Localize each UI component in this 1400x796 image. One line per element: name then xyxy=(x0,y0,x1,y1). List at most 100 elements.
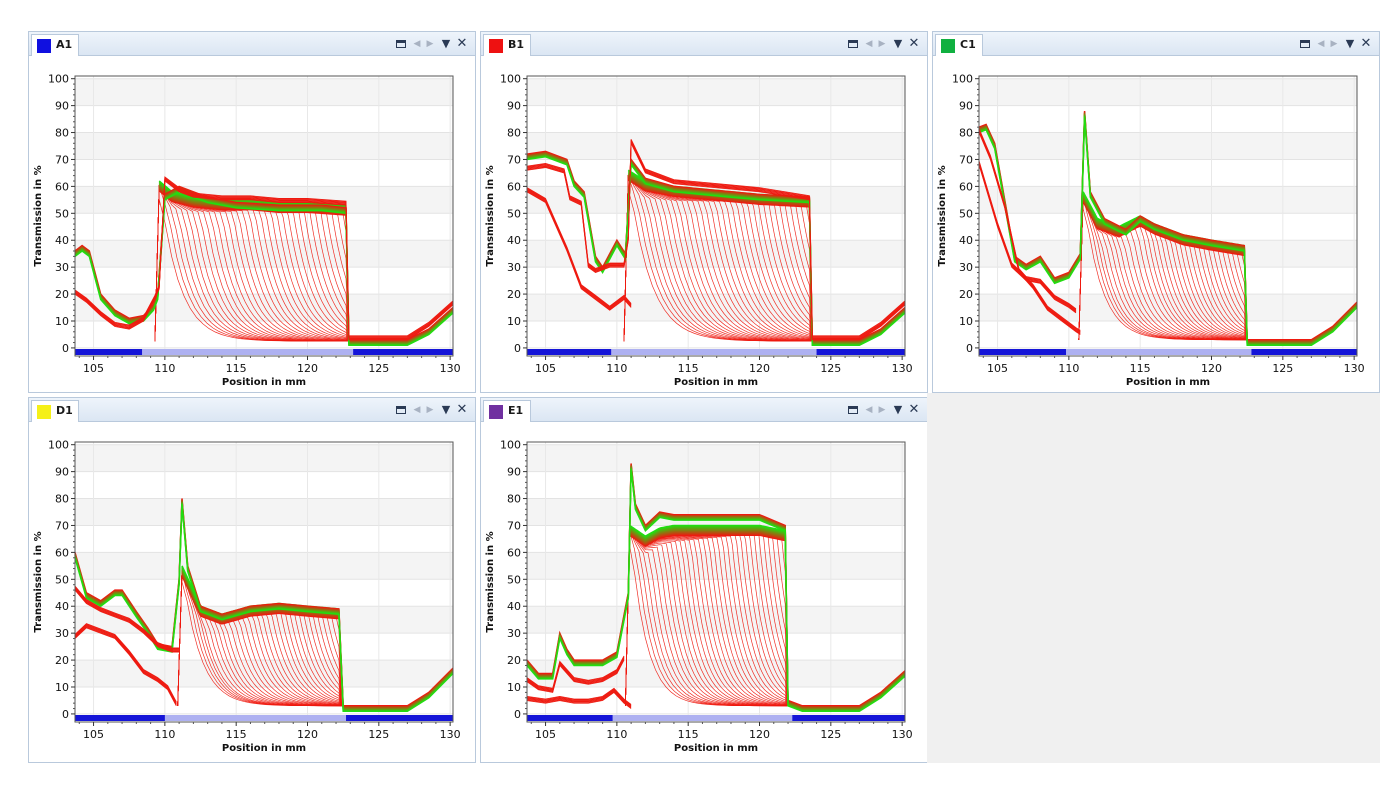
y-tick-label: 70 xyxy=(507,153,521,166)
maximize-icon[interactable] xyxy=(1299,36,1311,52)
y-tick-label: 40 xyxy=(959,234,973,247)
y-tick-label: 20 xyxy=(507,654,521,667)
y-axis-label: Transmission in % xyxy=(485,531,496,632)
x-axis-label: Position in mm xyxy=(222,743,306,754)
color-swatch xyxy=(37,39,51,53)
x-tick-label: 120 xyxy=(749,362,770,375)
y-tick-label: 20 xyxy=(55,654,69,667)
close-icon[interactable]: ✕ xyxy=(908,36,920,51)
menu-icon[interactable]: ▼ xyxy=(441,403,451,416)
grid-band xyxy=(75,444,453,472)
panel-tab-b1[interactable]: B1 xyxy=(483,34,531,56)
maximize-icon[interactable] xyxy=(847,36,859,52)
x-tick-label: 110 xyxy=(1058,362,1079,375)
series-line xyxy=(74,587,180,651)
prev-icon[interactable]: ◀ xyxy=(1317,39,1325,49)
panel-titlebar: D1 ◀ ▶ ▼ ✕ xyxy=(29,398,475,422)
prev-icon[interactable]: ◀ xyxy=(865,39,873,49)
grid-band xyxy=(527,132,905,160)
close-icon[interactable]: ✕ xyxy=(456,36,468,51)
trace-line xyxy=(629,532,786,545)
position-band-highlight xyxy=(611,349,817,355)
x-tick-label: 110 xyxy=(154,728,175,741)
series-line xyxy=(74,176,454,337)
panel-tab-c1[interactable]: C1 xyxy=(935,34,983,56)
x-tick-label: 105 xyxy=(83,362,104,375)
series-line xyxy=(74,589,180,653)
grid-band xyxy=(979,132,1357,160)
y-axis-label: Transmission in % xyxy=(33,165,44,266)
y-tick-label: 80 xyxy=(55,127,69,140)
transmission-chart-e1: 0 10 20 30 40 50 60 70 80 90 100 105 110 115 120 125 130… xyxy=(485,439,913,754)
x-tick-label: 125 xyxy=(1272,362,1293,375)
next-icon[interactable]: ▶ xyxy=(426,39,434,49)
close-icon[interactable]: ✕ xyxy=(456,402,468,417)
panel-titlebar: C1 ◀ ▶ ▼ ✕ xyxy=(933,32,1379,56)
series-line xyxy=(74,625,177,705)
color-swatch xyxy=(941,39,955,53)
series-line xyxy=(978,162,1077,311)
x-tick-label: 115 xyxy=(226,362,247,375)
y-tick-label: 10 xyxy=(507,681,521,694)
y-tick-label: 0 xyxy=(62,708,69,721)
transmission-chart-b1: 0 10 20 30 40 50 60 70 80 90 100 105 110 115 120 125 130… xyxy=(485,73,913,388)
series-line xyxy=(526,187,632,307)
y-tick-label: 0 xyxy=(966,342,973,355)
series-line xyxy=(526,659,625,693)
menu-icon[interactable]: ▼ xyxy=(893,403,903,416)
next-icon[interactable]: ▶ xyxy=(878,39,886,49)
next-icon[interactable]: ▶ xyxy=(878,405,886,415)
panel-tab-a1[interactable]: A1 xyxy=(31,34,79,56)
maximize-icon[interactable] xyxy=(395,402,407,418)
close-icon[interactable]: ✕ xyxy=(1360,36,1372,51)
grid-band xyxy=(75,660,453,687)
trace-line xyxy=(629,524,786,538)
next-icon[interactable]: ▶ xyxy=(426,405,434,415)
y-tick-label: 30 xyxy=(507,627,521,640)
y-tick-label: 50 xyxy=(55,573,69,586)
y-tick-label: 100 xyxy=(48,439,69,452)
grid-band xyxy=(75,552,453,580)
maximize-icon[interactable] xyxy=(395,36,407,52)
x-axis-label: Position in mm xyxy=(674,377,758,388)
trace-line xyxy=(158,190,347,216)
series-line xyxy=(74,585,180,649)
x-tick-label: 115 xyxy=(678,728,699,741)
y-tick-label: 20 xyxy=(55,288,69,301)
panel-titlebar: E1 ◀ ▶ ▼ ✕ xyxy=(481,398,927,422)
x-tick-label: 115 xyxy=(1130,362,1151,375)
grid-band xyxy=(979,186,1357,214)
series-line xyxy=(526,139,906,337)
color-swatch xyxy=(37,405,51,419)
transmission-chart-d1: 0 10 20 30 40 50 60 70 80 90 100 105 110 115 120 125 130… xyxy=(33,439,461,754)
grid-band xyxy=(75,78,453,106)
grid-band xyxy=(75,294,453,321)
transmission-chart-a1: 0 10 20 30 40 50 60 70 80 90 100 105 110 115 120 125 130… xyxy=(33,73,461,388)
menu-icon[interactable]: ▼ xyxy=(441,37,451,50)
x-tick-label: 125 xyxy=(368,362,389,375)
trace-line xyxy=(629,527,786,541)
trace-line xyxy=(181,571,339,622)
panel-tab-d1[interactable]: D1 xyxy=(31,400,79,422)
prev-icon[interactable]: ◀ xyxy=(413,39,421,49)
y-tick-label: 90 xyxy=(507,100,521,113)
trace-line xyxy=(1082,201,1245,257)
maximize-icon[interactable] xyxy=(847,402,859,418)
menu-icon[interactable]: ▼ xyxy=(893,37,903,50)
close-icon[interactable]: ✕ xyxy=(908,402,920,417)
series-line xyxy=(74,586,180,650)
prev-icon[interactable]: ◀ xyxy=(865,405,873,415)
next-icon[interactable]: ▶ xyxy=(1330,39,1338,49)
menu-icon[interactable]: ▼ xyxy=(1345,37,1355,50)
grid-band xyxy=(75,240,453,268)
x-tick-label: 130 xyxy=(440,728,461,741)
panel-tab-e1[interactable]: E1 xyxy=(483,400,531,422)
x-tick-label: 105 xyxy=(83,728,104,741)
y-tick-label: 50 xyxy=(959,207,973,220)
y-tick-label: 0 xyxy=(514,342,521,355)
trace-line xyxy=(629,529,786,542)
series-line xyxy=(526,688,632,706)
trace-line xyxy=(181,575,339,625)
x-tick-label: 130 xyxy=(892,362,913,375)
prev-icon[interactable]: ◀ xyxy=(413,405,421,415)
